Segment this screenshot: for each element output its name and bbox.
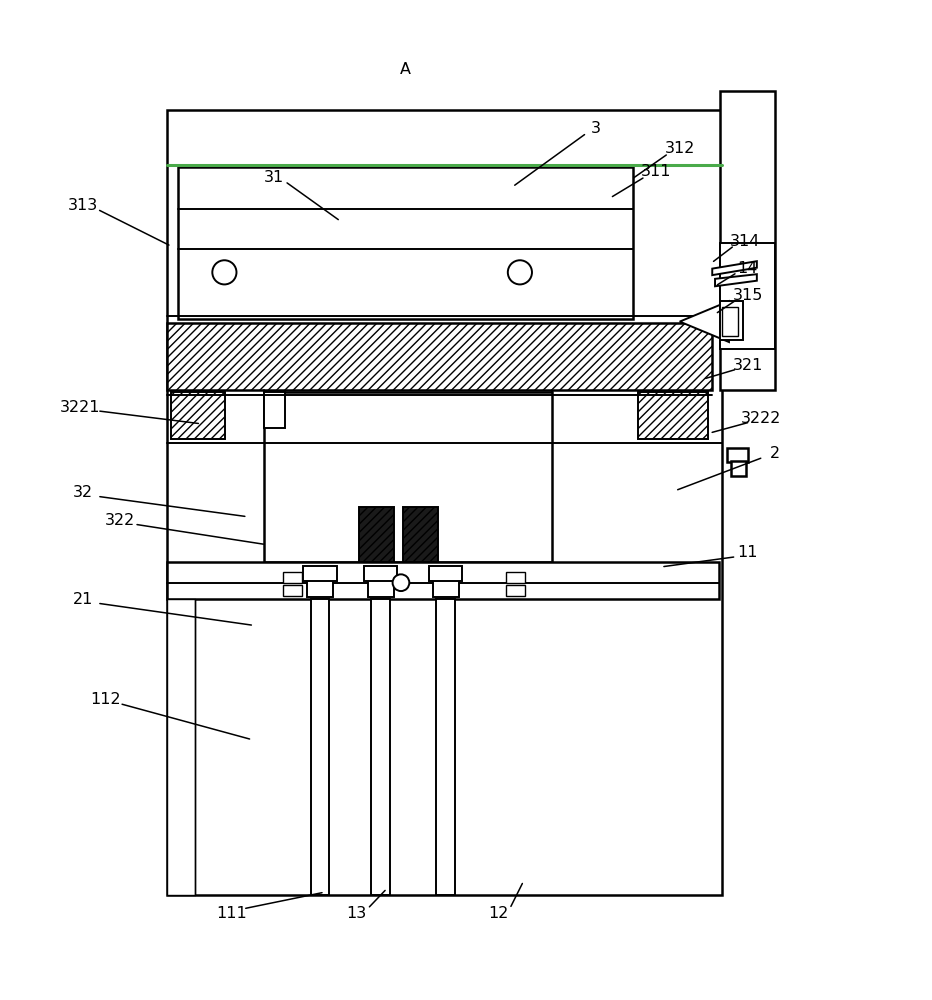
Bar (265, 392, 285, 428)
Polygon shape (679, 301, 729, 342)
Bar (310, 599, 329, 895)
Bar (720, 91, 775, 390)
Circle shape (508, 260, 532, 284)
Bar (167, 110, 721, 895)
Text: 14: 14 (737, 261, 758, 276)
Text: 3222: 3222 (741, 411, 782, 426)
Bar (432, 578, 459, 597)
Bar (721, 307, 738, 336)
Bar (304, 566, 336, 581)
Text: 3: 3 (591, 121, 601, 136)
Bar (283, 585, 302, 596)
Text: 315: 315 (733, 288, 762, 303)
Bar (371, 599, 390, 895)
Bar (506, 585, 525, 596)
Text: 312: 312 (665, 141, 695, 156)
Text: 321: 321 (733, 358, 762, 373)
Text: A: A (400, 62, 411, 77)
Bar (403, 507, 438, 562)
Text: 111: 111 (216, 906, 247, 921)
Bar (363, 566, 397, 581)
Bar (265, 392, 553, 562)
Text: 11: 11 (737, 545, 758, 560)
Circle shape (392, 574, 409, 591)
Bar (167, 323, 712, 390)
Text: 12: 12 (488, 906, 509, 921)
Bar (367, 578, 393, 597)
Text: 32: 32 (73, 485, 93, 500)
Bar (720, 301, 743, 340)
Polygon shape (712, 261, 757, 275)
Bar (167, 562, 719, 599)
Bar (178, 167, 633, 319)
Bar (359, 507, 394, 562)
Bar (637, 392, 707, 439)
Bar (283, 572, 302, 583)
Bar (720, 243, 775, 349)
Text: 112: 112 (90, 692, 121, 707)
Bar (436, 599, 455, 895)
Text: 2: 2 (771, 446, 780, 461)
Text: 322: 322 (105, 513, 135, 528)
Polygon shape (715, 274, 757, 286)
Bar (727, 448, 747, 462)
Circle shape (212, 260, 237, 284)
Bar (167, 599, 195, 895)
Text: 314: 314 (730, 234, 760, 249)
Bar (171, 392, 226, 439)
Bar (429, 566, 462, 581)
Bar (506, 572, 525, 583)
Text: 311: 311 (641, 164, 672, 179)
Text: 3221: 3221 (61, 400, 101, 415)
Text: 31: 31 (264, 170, 283, 185)
Bar (731, 461, 746, 476)
Bar (308, 578, 333, 597)
Text: 313: 313 (68, 198, 98, 213)
Text: 13: 13 (346, 906, 366, 921)
Text: 21: 21 (73, 592, 93, 607)
